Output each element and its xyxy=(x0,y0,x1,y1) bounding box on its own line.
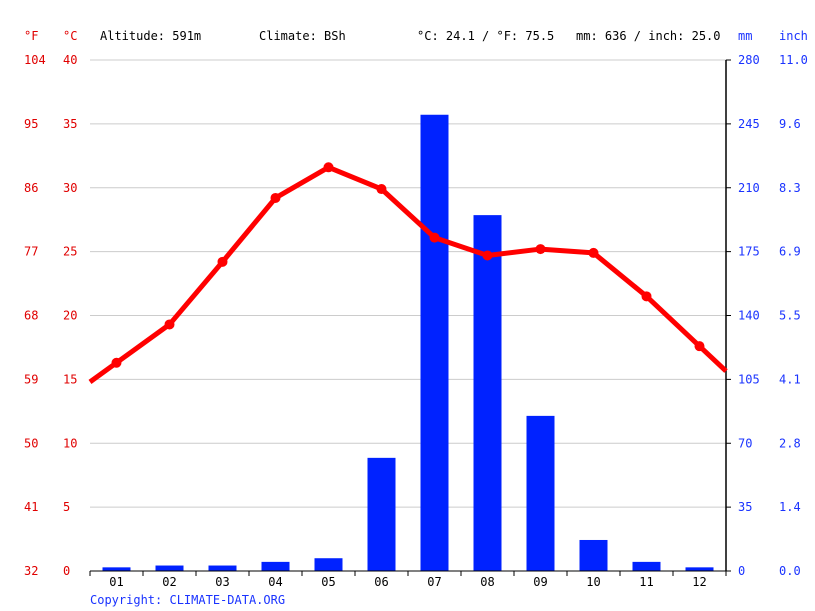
fahrenheit-tick-label: 41 xyxy=(24,500,38,514)
celsius-tick-label: 25 xyxy=(63,245,77,259)
fahrenheit-tick-label: 77 xyxy=(24,245,38,259)
altitude-label: Altitude: 591m xyxy=(100,29,201,43)
month-label-09: 09 xyxy=(533,575,547,589)
fahrenheit-tick-label: 68 xyxy=(24,309,38,323)
temperature-point-12 xyxy=(694,341,705,352)
month-label-11: 11 xyxy=(639,575,653,589)
temperature-point-07 xyxy=(429,232,440,243)
mm-tick-label: 140 xyxy=(738,309,760,323)
temperature-average-label: °C: 24.1 / °F: 75.5 xyxy=(417,29,554,43)
celsius-tick-label: 10 xyxy=(63,436,77,450)
precip-bar-12 xyxy=(685,567,714,571)
fahrenheit-tick-label: 32 xyxy=(24,564,38,578)
mm-tick-label: 35 xyxy=(738,500,752,514)
month-label-12: 12 xyxy=(692,575,706,589)
precipitation-bars xyxy=(102,114,714,571)
inch-tick-label: 11.0 xyxy=(779,53,808,67)
fahrenheit-tick-label: 50 xyxy=(24,436,38,450)
temperature-point-06 xyxy=(376,184,387,195)
month-label-03: 03 xyxy=(215,575,229,589)
precip-bar-06 xyxy=(367,457,396,571)
precip-bar-01 xyxy=(102,567,131,571)
fahrenheit-tick-label: 59 xyxy=(24,372,38,386)
precip-bar-07 xyxy=(420,114,449,571)
precip-bar-05 xyxy=(314,558,343,571)
inch-tick-label: 2.8 xyxy=(779,436,801,450)
tick-labels: 104 40 280 11.0 95 35 245 9.6 86 30 210 8.3 77 25 175 6… xyxy=(24,53,808,589)
month-label-05: 05 xyxy=(321,575,335,589)
inch-tick-label: 4.1 xyxy=(779,372,801,386)
precip-bar-03 xyxy=(208,565,237,571)
month-label-01: 01 xyxy=(109,575,123,589)
precip-bar-08 xyxy=(473,215,502,571)
temperature-point-09 xyxy=(535,244,546,255)
precipitation-total-label: mm: 636 / inch: 25.0 xyxy=(576,29,721,43)
fahrenheit-tick-label: 86 xyxy=(24,181,38,195)
mm-tick-label: 70 xyxy=(738,436,752,450)
mm-tick-label: 105 xyxy=(738,372,760,386)
inch-unit-label: inch xyxy=(779,29,808,43)
celsius-tick-label: 35 xyxy=(63,117,77,131)
temperature-point-08 xyxy=(482,250,493,261)
mm-unit-label: mm xyxy=(738,29,752,43)
mm-tick-label: 175 xyxy=(738,245,760,259)
temperature-point-04 xyxy=(270,192,281,203)
fahrenheit-tick-label: 95 xyxy=(24,117,38,131)
inch-tick-label: 1.4 xyxy=(779,500,801,514)
celsius-tick-label: 30 xyxy=(63,181,77,195)
precip-bar-11 xyxy=(632,561,661,571)
celsius-tick-label: 0 xyxy=(63,564,70,578)
precip-bar-02 xyxy=(155,565,184,571)
inch-tick-label: 8.3 xyxy=(779,181,801,195)
month-label-04: 04 xyxy=(268,575,282,589)
axes xyxy=(89,59,731,576)
temperature-point-05 xyxy=(323,162,334,173)
celsius-tick-label: 40 xyxy=(63,53,77,67)
gridlines xyxy=(90,59,726,508)
mm-tick-label: 210 xyxy=(738,181,760,195)
precip-bar-09 xyxy=(526,415,555,571)
fahrenheit-unit-label: °F xyxy=(24,29,38,43)
climate-label: Climate: BSh xyxy=(259,29,346,43)
celsius-tick-label: 5 xyxy=(63,500,70,514)
inch-tick-label: 5.5 xyxy=(779,309,801,323)
fahrenheit-tick-label: 104 xyxy=(24,53,46,67)
temperature-point-01 xyxy=(111,357,122,368)
temperature-line-group xyxy=(88,162,728,384)
mm-tick-label: 280 xyxy=(738,53,760,67)
temperature-point-10 xyxy=(588,247,599,258)
mm-tick-label: 0 xyxy=(738,564,745,578)
temperature-point-02 xyxy=(164,319,175,330)
inch-tick-label: 9.6 xyxy=(779,117,801,131)
month-label-02: 02 xyxy=(162,575,176,589)
celsius-tick-label: 20 xyxy=(63,309,77,323)
month-label-08: 08 xyxy=(480,575,494,589)
copyright: Copyright: CLIMATE-DATA.ORG xyxy=(90,593,285,607)
precip-bar-04 xyxy=(261,561,290,571)
inch-tick-label: 0.0 xyxy=(779,564,801,578)
temperature-point-03 xyxy=(217,256,228,267)
month-label-10: 10 xyxy=(586,575,600,589)
celsius-unit-label: °C xyxy=(63,29,77,43)
precip-bar-10 xyxy=(579,539,608,571)
month-label-07: 07 xyxy=(427,575,441,589)
inch-tick-label: 6.9 xyxy=(779,245,801,259)
celsius-tick-label: 15 xyxy=(63,372,77,386)
month-label-06: 06 xyxy=(374,575,388,589)
temperature-line xyxy=(88,164,728,384)
temperature-point-11 xyxy=(641,291,652,302)
mm-tick-label: 245 xyxy=(738,117,760,131)
